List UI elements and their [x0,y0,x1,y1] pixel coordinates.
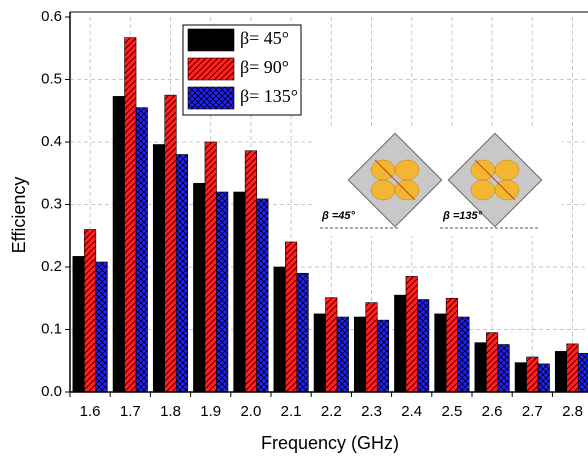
legend-swatch [188,87,234,109]
x-tick-label: 2.8 [562,403,583,420]
x-tick-label: 1.8 [160,403,181,420]
inset-label: β =135° [442,210,483,222]
chart: Efficiency Frequency (GHz) 0.0 0.1 0.2 0.3 0… [0,0,588,460]
x-tick-label: 1.9 [200,403,221,420]
bar [354,317,366,392]
bar [475,343,487,392]
bar [458,317,470,392]
bar [417,300,429,393]
bar [274,267,286,392]
y-tick-label: 0.6 [41,8,62,25]
legend-label: β= 45° [240,28,289,48]
bar [377,320,389,392]
y-tick-label: 0.2 [41,258,62,275]
x-tick-label: 2.1 [281,403,302,420]
inset: β =45° β =135° [315,128,562,236]
legend-label: β= 90° [240,57,289,77]
x-tick-label: 1.6 [80,403,101,420]
x-axis-label: Frequency (GHz) [261,433,399,453]
bar [257,199,269,392]
legend-label: β= 135° [240,86,298,106]
bar [136,108,148,392]
bar [193,183,205,392]
x-tick-label: 2.5 [441,403,462,420]
bar [245,151,257,392]
bar [538,364,550,392]
bar [555,351,567,392]
bar [113,96,125,392]
bar [578,353,588,392]
x-tick-label: 2.2 [321,403,342,420]
bar [234,192,246,392]
bar [96,262,108,392]
x-tick-label: 1.7 [120,403,141,420]
bar [326,298,338,392]
y-tick-label: 0.0 [41,383,62,400]
x-tick-label: 2.7 [522,403,543,420]
bar [205,142,217,392]
y-axis-label: Efficiency [9,177,29,254]
bar [125,38,137,392]
x-tick-label: 2.3 [361,403,382,420]
bar [366,303,378,392]
bar [515,363,527,392]
legend: β= 45° β= 90° β= 135° [183,25,301,115]
bar [435,314,447,392]
legend-swatch [188,29,234,51]
inset-label: β =45° [321,210,356,222]
y-tick-label: 0.4 [41,133,62,150]
bar [486,333,498,392]
bar [498,345,510,393]
bar [216,192,228,392]
bar [297,273,309,392]
bar [406,276,418,392]
y-tick-label: 0.1 [41,320,62,337]
x-tick-label: 2.0 [240,403,261,420]
bar [165,95,177,392]
bar [84,230,96,393]
x-tick-label: 2.6 [482,403,503,420]
bar [73,256,85,392]
legend-swatch [188,58,234,80]
bar [285,242,297,392]
inset-patch [471,180,495,200]
bar [314,314,326,392]
bar [394,295,406,392]
inset-patch [495,160,519,180]
bar [153,145,165,393]
bar [527,357,539,392]
bar [176,155,188,393]
bar [446,298,458,392]
y-tick-label: 0.5 [41,70,62,87]
bar [567,344,579,392]
x-tick-label: 2.4 [401,403,422,420]
y-tick-label: 0.3 [41,195,62,212]
bar [337,317,349,392]
inset-patch [371,180,395,200]
inset-patch [395,160,419,180]
